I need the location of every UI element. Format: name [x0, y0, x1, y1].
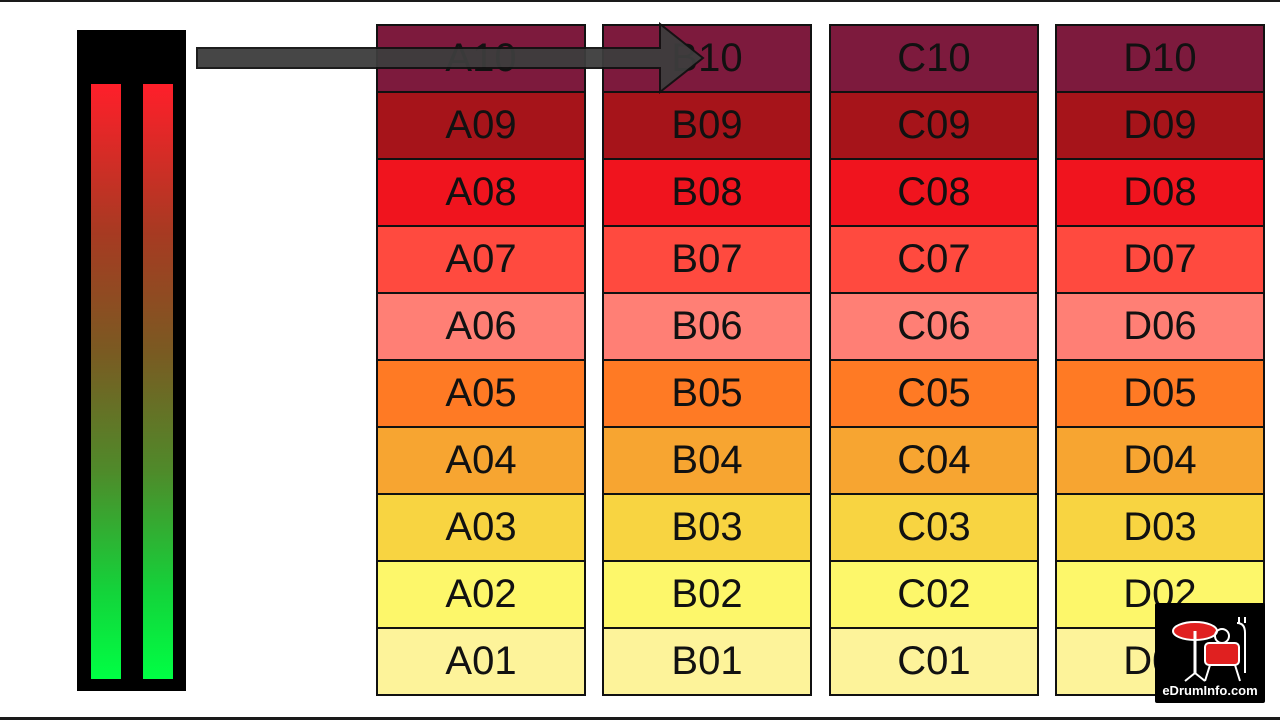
cell: C07 — [831, 227, 1037, 294]
cell: B02 — [604, 562, 810, 629]
cell: D03 — [1057, 495, 1263, 562]
edruminfo-logo: eDrumInfo.com — [1155, 603, 1265, 703]
cell: A03 — [378, 495, 584, 562]
cell: A07 — [378, 227, 584, 294]
cell: B01 — [604, 629, 810, 694]
cell: B08 — [604, 160, 810, 227]
cell: B09 — [604, 93, 810, 160]
column-c: C10 C09 C08 C07 C06 C05 C04 C03 C02 C01 — [829, 24, 1039, 696]
cell: A04 — [378, 428, 584, 495]
cell: C03 — [831, 495, 1037, 562]
drum-kit-icon — [1172, 617, 1246, 682]
level-meter — [77, 30, 186, 691]
cell: A01 — [378, 629, 584, 694]
column-b: B10 B09 B08 B07 B06 B05 B04 B03 B02 B01 — [602, 24, 812, 696]
cell: C06 — [831, 294, 1037, 361]
cell: C10 — [831, 26, 1037, 93]
cell: D06 — [1057, 294, 1263, 361]
cell: C05 — [831, 361, 1037, 428]
cell: A08 — [378, 160, 584, 227]
logo-text: eDrumInfo.com — [1162, 683, 1258, 698]
cell: D05 — [1057, 361, 1263, 428]
cell: D07 — [1057, 227, 1263, 294]
cell: A06 — [378, 294, 584, 361]
cell: B06 — [604, 294, 810, 361]
cell: B07 — [604, 227, 810, 294]
cell: A05 — [378, 361, 584, 428]
cell: B04 — [604, 428, 810, 495]
cell: B05 — [604, 361, 810, 428]
cell: C02 — [831, 562, 1037, 629]
cell: A02 — [378, 562, 584, 629]
meter-bar-right — [143, 84, 173, 679]
cell: C04 — [831, 428, 1037, 495]
cell: B03 — [604, 495, 810, 562]
frame-bottom-line — [0, 717, 1280, 720]
meter-bar-left — [91, 84, 121, 679]
right-arrow-icon — [196, 22, 705, 94]
cell: C08 — [831, 160, 1037, 227]
cell: A09 — [378, 93, 584, 160]
cell: D04 — [1057, 428, 1263, 495]
column-a: A10 A09 A08 A07 A06 A05 A04 A03 A02 A01 — [376, 24, 586, 696]
cell: C01 — [831, 629, 1037, 694]
column-d: D10 D09 D08 D07 D06 D05 D04 D03 D02 D01 — [1055, 24, 1265, 696]
cell: C09 — [831, 93, 1037, 160]
cell: D08 — [1057, 160, 1263, 227]
cell: D10 — [1057, 26, 1263, 93]
frame-top-line — [0, 0, 1280, 2]
cell: D09 — [1057, 93, 1263, 160]
